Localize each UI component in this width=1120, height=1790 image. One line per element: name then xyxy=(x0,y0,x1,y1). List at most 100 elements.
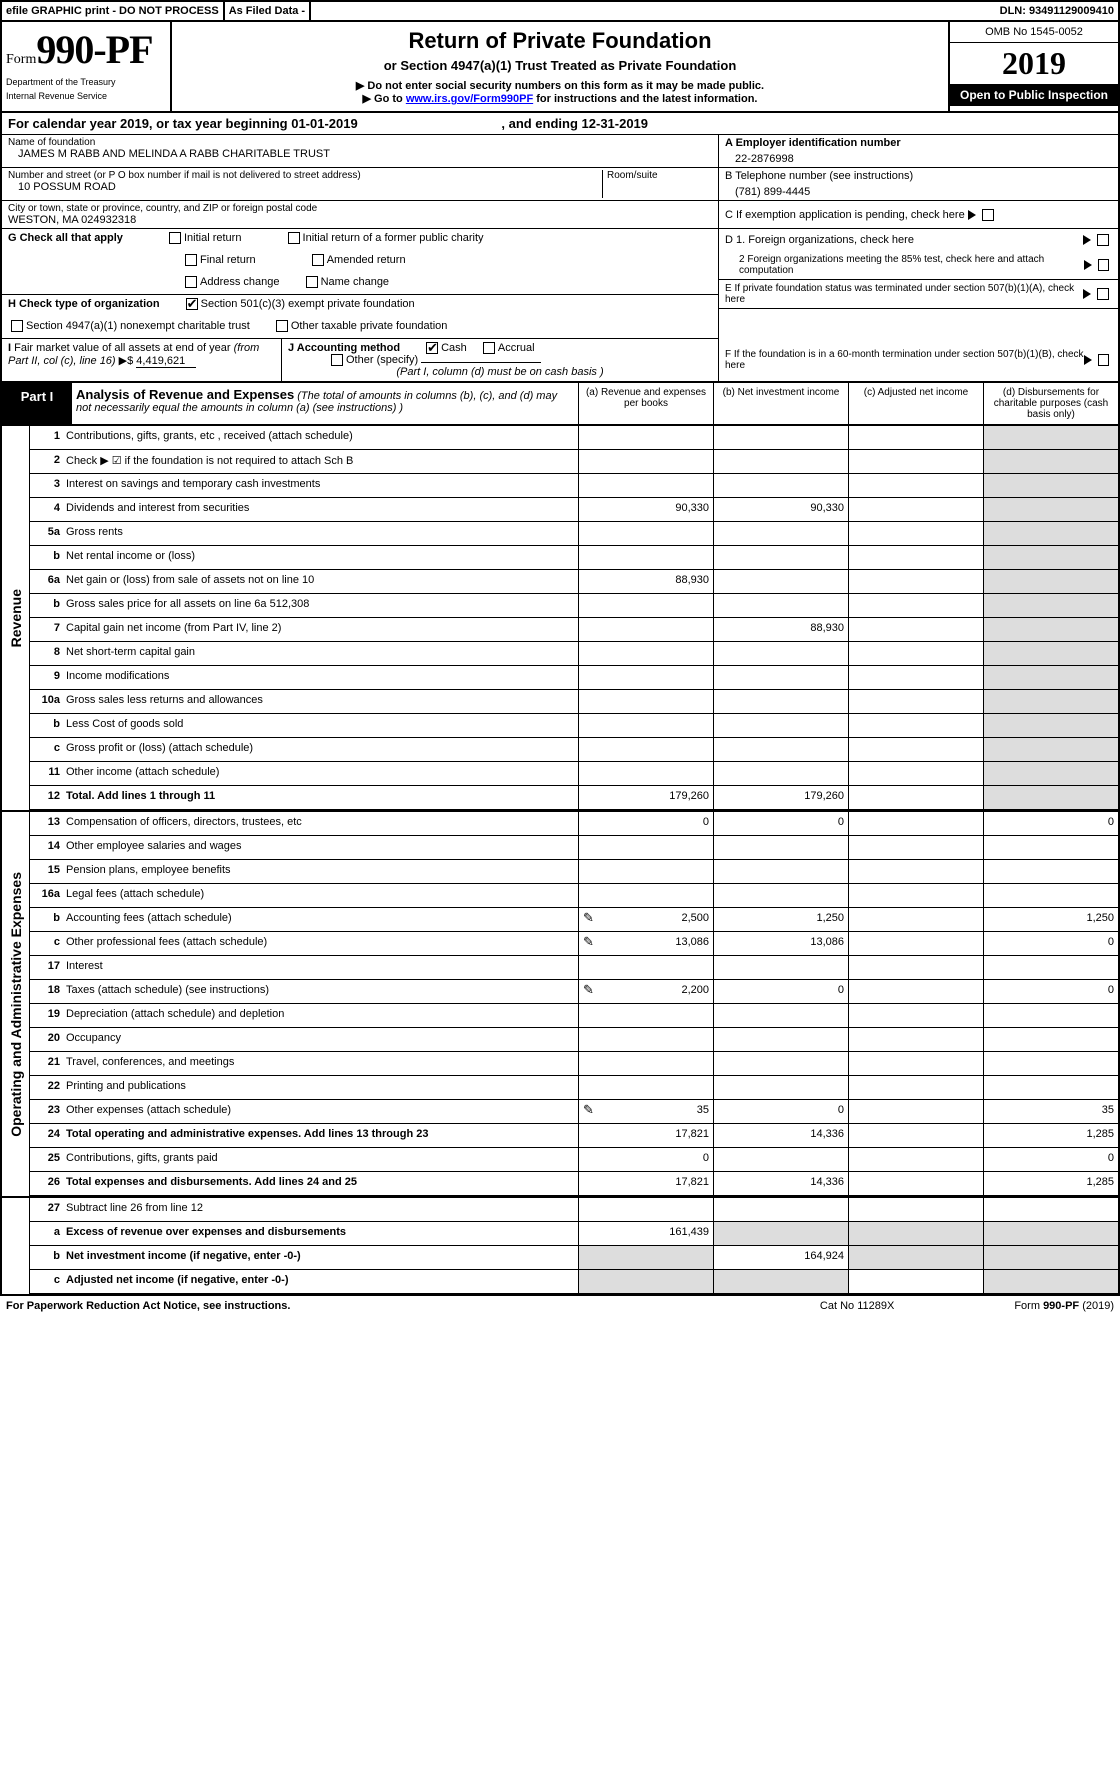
line-desc: Net investment income (if negative, ente… xyxy=(66,1246,578,1269)
cell: 164,924 xyxy=(713,1246,848,1269)
e-checkbox[interactable] xyxy=(1097,288,1109,300)
j-cash-checkbox[interactable] xyxy=(426,342,438,354)
cell xyxy=(848,1198,983,1221)
cell xyxy=(848,932,983,955)
line-desc: Net short-term capital gain xyxy=(66,642,578,665)
irs-link[interactable]: www.irs.gov/Form990PF xyxy=(406,93,533,105)
d2-label: 2 Foreign organizations meeting the 85% … xyxy=(739,254,1084,276)
h-501c3-checkbox[interactable] xyxy=(186,298,198,310)
table-row: 25Contributions, gifts, grants paid00 xyxy=(30,1148,1118,1172)
g-initial-checkbox[interactable] xyxy=(169,232,181,244)
line-desc: Printing and publications xyxy=(66,1076,578,1099)
cell xyxy=(713,666,848,689)
cell xyxy=(848,956,983,979)
table-row: bAccounting fees (attach schedule)2,500✎… xyxy=(30,908,1118,932)
table-row: 26Total expenses and disbursements. Add … xyxy=(30,1172,1118,1196)
cell xyxy=(848,1172,983,1195)
g-final-checkbox[interactable] xyxy=(185,254,197,266)
cell xyxy=(713,522,848,545)
table-row: 5aGross rents xyxy=(30,522,1118,546)
line-desc: Contributions, gifts, grants, etc , rece… xyxy=(66,426,578,449)
cell: 1,250 xyxy=(983,908,1118,931)
tel-label: B Telephone number (see instructions) xyxy=(725,170,1112,182)
h-4947-checkbox[interactable] xyxy=(11,320,23,332)
arrow-icon xyxy=(1083,289,1091,299)
c-checkbox[interactable] xyxy=(982,209,994,221)
table-row: 6aNet gain or (loss) from sale of assets… xyxy=(30,570,1118,594)
h-other-checkbox[interactable] xyxy=(276,320,288,332)
line-desc: Travel, conferences, and meetings xyxy=(66,1052,578,1075)
cell xyxy=(983,860,1118,883)
ein-label: A Employer identification number xyxy=(725,137,1112,149)
d2-checkbox[interactable] xyxy=(1098,259,1110,271)
cell xyxy=(848,1076,983,1099)
cell: 0 xyxy=(983,932,1118,955)
d1-checkbox[interactable] xyxy=(1097,234,1109,246)
line-desc: Subtract line 26 from line 12 xyxy=(66,1198,578,1221)
table-row: 17Interest xyxy=(30,956,1118,980)
cell xyxy=(983,762,1118,785)
cell: 90,330 xyxy=(713,498,848,521)
f-checkbox[interactable] xyxy=(1098,354,1109,366)
cell xyxy=(848,690,983,713)
table-row: cAdjusted net income (if negative, enter… xyxy=(30,1270,1118,1294)
header-center: Return of Private Foundation or Section … xyxy=(172,22,948,111)
name-label: Name of foundation xyxy=(8,137,712,148)
cell xyxy=(713,762,848,785)
g-initial-former-checkbox[interactable] xyxy=(288,232,300,244)
omb-number: OMB No 1545-0052 xyxy=(950,22,1118,43)
table-row: 22Printing and publications xyxy=(30,1076,1118,1100)
line-number: 10a xyxy=(30,690,66,713)
cell xyxy=(848,1100,983,1123)
line-desc: Depreciation (attach schedule) and deple… xyxy=(66,1004,578,1027)
line-desc: Total expenses and disbursements. Add li… xyxy=(66,1172,578,1195)
line-number: 21 xyxy=(30,1052,66,1075)
pen-icon[interactable]: ✎ xyxy=(583,910,594,926)
cell xyxy=(983,426,1118,449)
city-label: City or town, state or province, country… xyxy=(8,203,712,214)
cell xyxy=(713,1076,848,1099)
line-desc: Gross profit or (loss) (attach schedule) xyxy=(66,738,578,761)
cell xyxy=(848,1270,983,1293)
cell xyxy=(578,738,713,761)
line-desc: Adjusted net income (if negative, enter … xyxy=(66,1270,578,1293)
cell xyxy=(713,1270,848,1293)
g-name-checkbox[interactable] xyxy=(306,276,318,288)
cell xyxy=(713,1028,848,1051)
cell xyxy=(713,690,848,713)
j-accrual-checkbox[interactable] xyxy=(483,342,495,354)
pen-icon[interactable]: ✎ xyxy=(583,1102,594,1118)
cell xyxy=(713,426,848,449)
table-row: 20Occupancy xyxy=(30,1028,1118,1052)
cell xyxy=(578,522,713,545)
table-row: 7Capital gain net income (from Part IV, … xyxy=(30,618,1118,642)
g-address-checkbox[interactable] xyxy=(185,276,197,288)
pen-icon[interactable]: ✎ xyxy=(583,982,594,998)
note-ssn: ▶ Do not enter social security numbers o… xyxy=(178,79,942,92)
cell xyxy=(713,1052,848,1075)
part1-label: Part I xyxy=(2,383,72,424)
g-amended-checkbox[interactable] xyxy=(312,254,324,266)
line-number: 2 xyxy=(30,450,66,473)
cell xyxy=(848,1052,983,1075)
cell xyxy=(983,642,1118,665)
line-number: 23 xyxy=(30,1100,66,1123)
col-c-header: (c) Adjusted net income xyxy=(848,383,983,424)
cell xyxy=(578,426,713,449)
note-link: ▶ Go to www.irs.gov/Form990PF for instru… xyxy=(178,92,942,105)
table-row: bNet rental income or (loss) xyxy=(30,546,1118,570)
cell xyxy=(713,836,848,859)
table-row: bLess Cost of goods sold xyxy=(30,714,1118,738)
i-j-f-section: I Fair market value of all assets at end… xyxy=(0,339,1120,383)
j-other-checkbox[interactable] xyxy=(331,354,343,366)
cell xyxy=(983,1270,1118,1293)
pen-icon[interactable]: ✎ xyxy=(583,934,594,950)
line-desc: Less Cost of goods sold xyxy=(66,714,578,737)
table-row: bNet investment income (if negative, ent… xyxy=(30,1246,1118,1270)
table-row: 9Income modifications xyxy=(30,666,1118,690)
cell: 88,930 xyxy=(713,618,848,641)
line-number: 14 xyxy=(30,836,66,859)
line-number: 6a xyxy=(30,570,66,593)
table-row: 18Taxes (attach schedule) (see instructi… xyxy=(30,980,1118,1004)
header-left: Form990-PF Department of the Treasury In… xyxy=(2,22,172,111)
